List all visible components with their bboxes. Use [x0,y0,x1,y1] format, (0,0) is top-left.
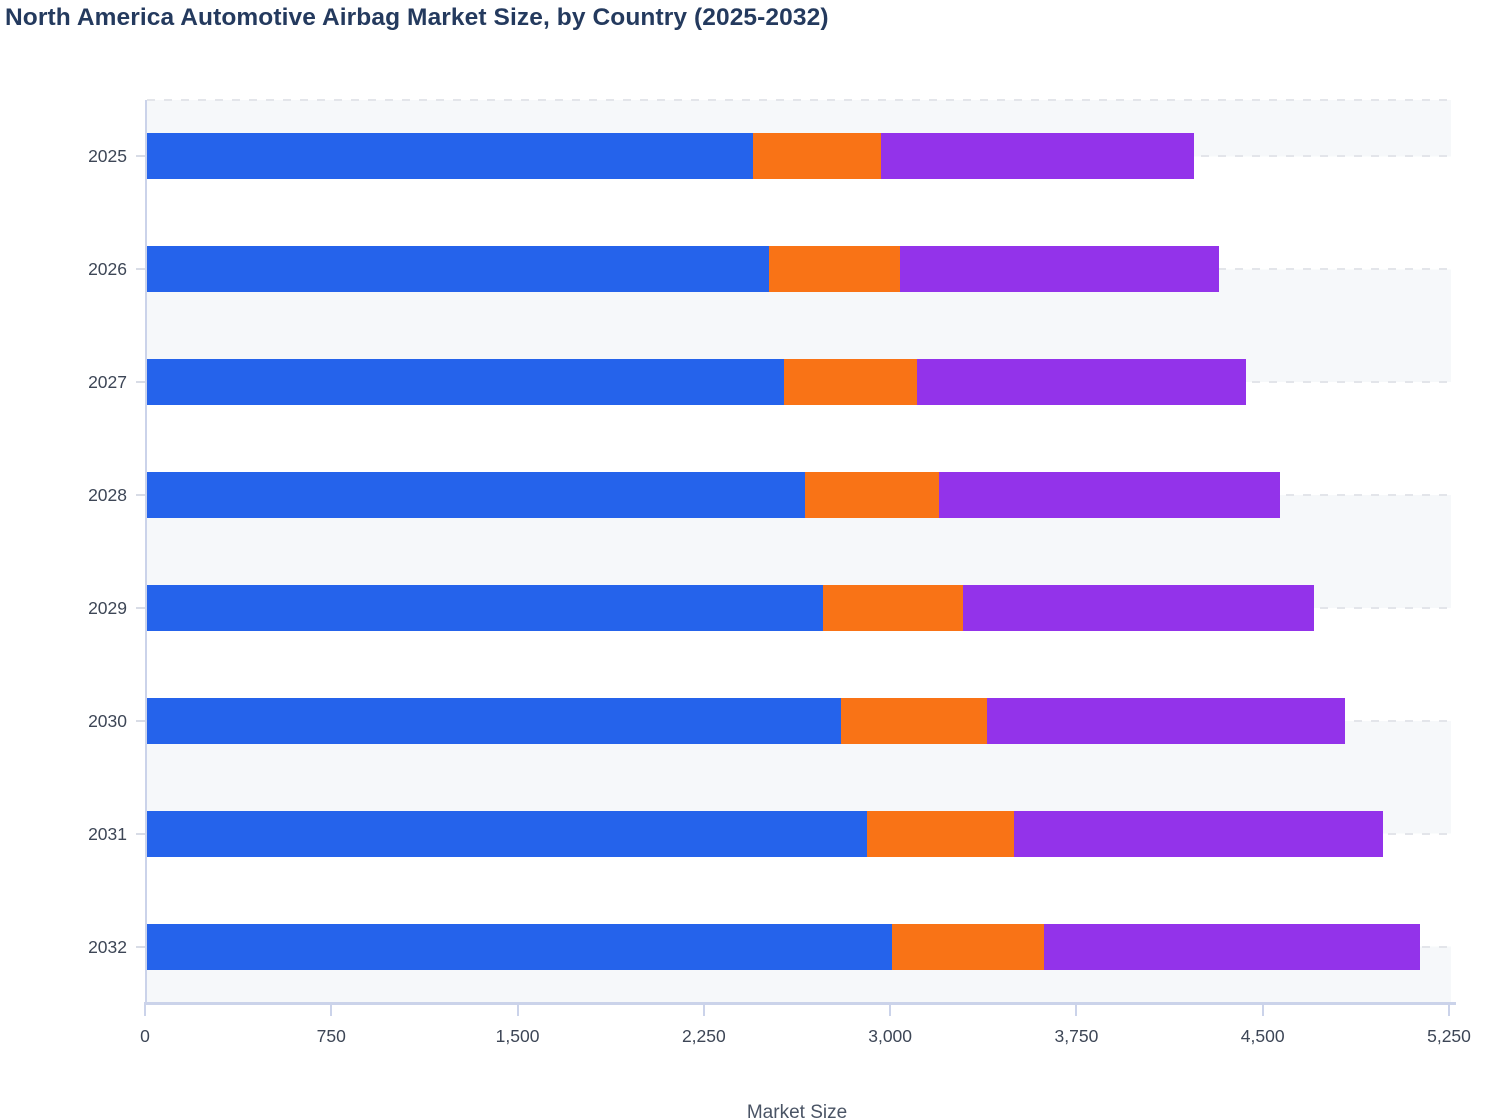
bar-segment-purple-2026[interactable] [899,246,1219,293]
x-axis-tick-label-3,750: 3,750 [1054,1026,1099,1046]
bar-row-2031 [147,810,1383,857]
bar-segment-orange-2032[interactable] [892,923,1044,970]
x-tick-3,750 [1075,1004,1078,1016]
bar-row-2026 [147,246,1219,293]
x-tick-5,250 [1448,1004,1450,1016]
bar-row-2025 [147,133,1194,180]
bar-row-2028 [147,472,1280,519]
y-axis-label-2026: 2026 [88,259,127,280]
y-tick-2029 [136,606,145,609]
plot-area [145,99,1451,1003]
bar-row-2032 [147,923,1420,970]
y-axis-label-2029: 2029 [88,597,127,618]
bar-segment-purple-2031[interactable] [1013,810,1383,857]
bar-segment-purple-2032[interactable] [1043,923,1420,970]
bar-segment-orange-2027[interactable] [784,359,917,406]
x-axis-tick-label-0: 0 [140,1026,150,1046]
plot-top-gridline [147,99,1451,101]
bar-segment-purple-2025[interactable] [880,133,1194,180]
x-axis-tick-label-750: 750 [316,1026,346,1046]
y-axis-label-2032: 2032 [88,936,127,957]
bar-segment-blue-2031[interactable] [147,810,868,857]
y-axis-label-2028: 2028 [88,485,127,506]
bar-segment-orange-2031[interactable] [867,810,1014,857]
y-tick-2025 [136,155,145,158]
y-axis-label-2027: 2027 [88,372,127,393]
x-axis-tick-label-3,000: 3,000 [868,1026,913,1046]
bar-segment-orange-2029[interactable] [822,584,963,631]
bar-segment-blue-2028[interactable] [147,472,806,519]
x-tick-0 [144,1004,146,1016]
bar-segment-purple-2027[interactable] [916,359,1247,406]
x-tick-1,500 [516,1004,519,1016]
x-tick-4,500 [1261,1004,1264,1016]
chart-title: North America Automotive Airbag Market S… [5,4,829,31]
x-axis-tick-label-4,500: 4,500 [1240,1026,1285,1046]
bar-segment-blue-2029[interactable] [147,584,823,631]
x-axis-line [144,1002,1456,1005]
bar-row-2029 [147,584,1315,631]
x-tick-2,250 [702,1004,705,1016]
bar-segment-blue-2030[interactable] [147,697,842,744]
y-tick-2031 [136,832,145,835]
x-axis-tick-label-1,500: 1,500 [495,1026,540,1046]
y-tick-2027 [136,381,145,384]
y-axis-label-2031: 2031 [88,823,127,844]
y-tick-2026 [136,268,145,271]
bar-segment-purple-2028[interactable] [939,472,1280,519]
bar-segment-orange-2030[interactable] [841,697,987,744]
bar-segment-blue-2025[interactable] [147,133,754,180]
y-axis-label-2030: 2030 [88,710,127,731]
y-tick-2030 [136,719,145,722]
bar-segment-blue-2026[interactable] [147,246,770,293]
bar-row-2030 [147,697,1346,744]
x-tick-750 [330,1004,333,1016]
x-axis-tick-label-5,250: 5,250 [1427,1026,1471,1046]
y-tick-2032 [136,945,145,948]
bar-segment-purple-2029[interactable] [962,584,1315,631]
y-tick-2028 [136,494,145,497]
bar-segment-orange-2028[interactable] [805,472,940,519]
bar-segment-orange-2025[interactable] [753,133,881,180]
y-axis-label-2025: 2025 [88,146,127,167]
bar-segment-purple-2030[interactable] [986,697,1346,744]
x-axis-title: Market Size [746,1102,848,1120]
bar-segment-blue-2032[interactable] [147,923,893,970]
bar-row-2027 [147,359,1247,406]
bar-segment-blue-2027[interactable] [147,359,785,406]
x-tick-3,000 [889,1004,892,1016]
bar-segment-orange-2026[interactable] [769,246,900,293]
x-axis-tick-label-2,250: 2,250 [681,1026,726,1046]
